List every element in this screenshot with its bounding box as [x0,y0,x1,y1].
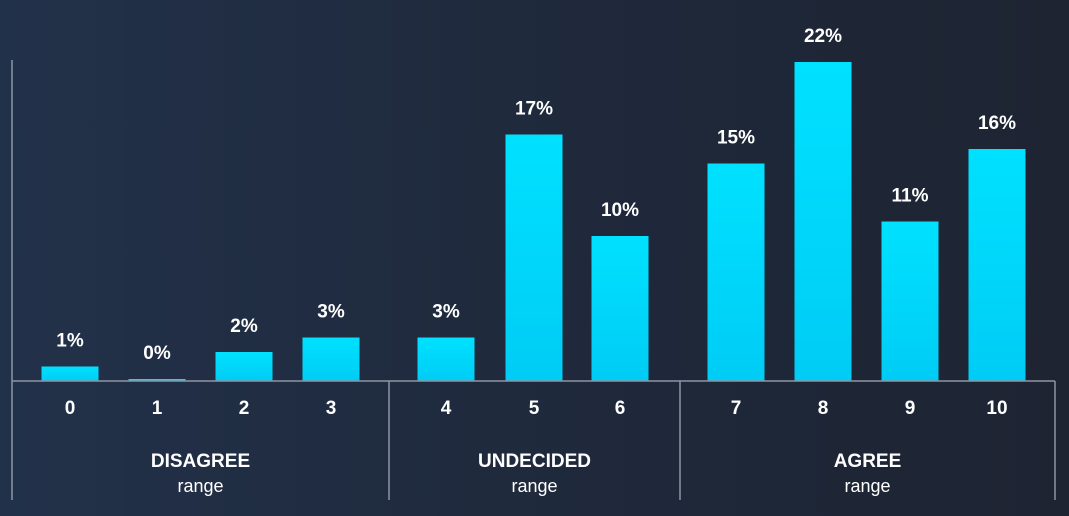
group-title-agree: AGREE [834,451,902,472]
value-label-4: 3% [432,302,460,323]
bar-3 [302,337,360,381]
value-label-0: 1% [56,331,84,352]
value-label-5: 17% [515,99,553,120]
tick-label-1: 1 [152,398,163,419]
value-label-3: 3% [317,302,345,323]
group-subtitle-agree: range [844,476,890,496]
value-label-9: 11% [892,186,929,207]
value-label-8: 22% [804,26,842,47]
bar-1 [128,379,186,381]
group-labels-layer: DISAGREE range UNDECIDED range AGREE range [151,451,901,496]
axis-layer [11,60,1056,500]
bar-5 [505,134,563,381]
bar-2 [215,352,273,381]
group-subtitle-undecided: range [511,476,557,496]
tick-label-2: 2 [239,398,250,419]
bar-9 [881,221,939,381]
value-label-6: 10% [601,200,639,221]
tick-label-0: 0 [65,398,76,419]
bar-7 [707,163,765,381]
bar-8 [794,62,852,381]
bar-0 [41,366,99,381]
tick-label-9: 9 [905,398,916,419]
value-label-1: 0% [143,343,171,364]
bar-10 [968,149,1026,381]
tick-label-7: 7 [731,398,742,419]
value-label-10: 16% [978,113,1016,134]
tick-label-3: 3 [326,398,337,419]
group-subtitle-disagree: range [177,476,223,496]
group-title-disagree: DISAGREE [151,451,250,472]
value-labels-layer: 1% 0% 2% 3% 3% 17% 10% 15% 22% 11% 16% [56,26,1016,364]
bar-6 [591,236,649,381]
value-label-7: 15% [717,128,755,149]
bars-layer [41,62,1026,381]
bar-4 [417,337,475,381]
tick-label-6: 6 [615,398,626,419]
tick-label-8: 8 [818,398,829,419]
tick-label-5: 5 [529,398,540,419]
tick-labels-layer: 0 1 2 3 4 5 6 7 8 9 10 [65,398,1008,419]
tick-label-10: 10 [986,398,1007,419]
value-label-2: 2% [230,316,258,337]
group-title-undecided: UNDECIDED [478,451,591,472]
tick-label-4: 4 [441,398,452,419]
